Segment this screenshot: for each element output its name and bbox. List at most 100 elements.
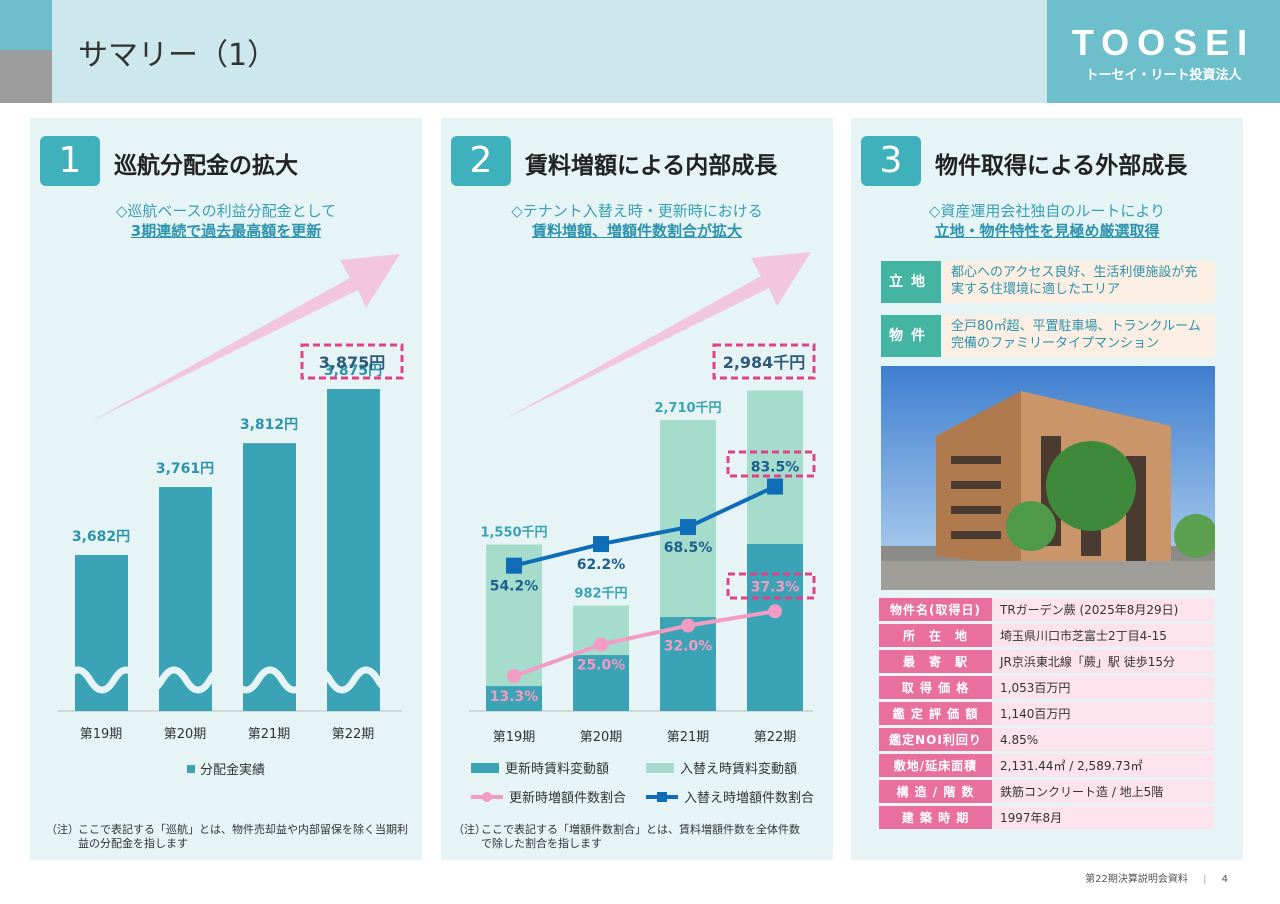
panel-title: 巡航分配金の拡大 — [114, 153, 298, 179]
table-row: 鑑定NOI利回り 4.85% — [879, 728, 1214, 751]
x-tick-label: 第21期 — [667, 730, 710, 745]
panel-highlight-text: 3期連続で過去最高額を更新 — [130, 222, 322, 240]
table-row: 構 造 / 階 数鉄筋コンクリート造 / 地上5階 — [879, 780, 1214, 803]
line-point — [681, 618, 695, 633]
note-prefix: （注） — [46, 823, 79, 836]
x-tick-label: 第20期 — [164, 727, 207, 742]
panel-title: 賃料増額による内部成長 — [525, 153, 778, 179]
header-accent-teal — [0, 0, 52, 50]
row-value: 1,053百万円 — [992, 676, 1214, 699]
property-photo — [881, 366, 1215, 590]
bar-segment-renewal — [486, 686, 542, 711]
table-row: 所 在 地埼玉県川口市芝富士2丁目4-15 — [879, 624, 1214, 647]
row-label: 鑑 定 評 価 額 — [879, 702, 992, 725]
row-label: 構 造 / 階 数 — [879, 780, 992, 803]
panel-subtitle: ◇テナント入替え時・更新時における — [511, 202, 763, 220]
row-label: 所 在 地 — [879, 624, 992, 647]
row-label: 物件名(取得日) — [879, 598, 992, 621]
panel-highlight-text: 賃料増額、増額件数割合が拡大 — [531, 222, 742, 240]
pct-label: 83.5% — [751, 460, 800, 476]
page-number: 4 — [1221, 874, 1228, 885]
row-label: 鑑定NOI利回り — [879, 728, 992, 751]
tosei-logo: TOOSEI トーセイ・リート投資法人 — [1047, 0, 1280, 103]
feature-text-property: 全戸80㎡超、平置駐車場、トランクルーム完備のファミリータイプマンション — [943, 315, 1215, 357]
x-tick-label: 第19期 — [80, 727, 123, 742]
bar — [243, 443, 296, 711]
bar-segment-renewal — [747, 543, 803, 711]
bar-total-label: 982千円 — [574, 586, 627, 602]
feature-tag-location: 立地 — [881, 261, 941, 303]
x-tick-label: 第21期 — [248, 727, 291, 742]
note-prefix: （注） — [453, 823, 486, 836]
line-point — [594, 637, 608, 652]
row-value: 1,140百万円 — [992, 702, 1214, 725]
line-point — [593, 536, 609, 553]
panel-rent-growth: 2 賃料増額による内部成長 ◇テナント入替え時・更新時における 賃料増額、増額件… — [441, 118, 833, 860]
row-value: 1997年8月 — [992, 806, 1214, 829]
row-label: 取 得 価 格 — [879, 676, 992, 699]
pct-label: 54.2% — [490, 579, 539, 595]
legend-label: 入替え時賃料変動額 — [680, 761, 797, 777]
legend-label: 入替え時増額件数割合 — [684, 790, 814, 806]
row-label: 敷地/延床面積 — [879, 754, 992, 777]
bar — [327, 389, 380, 711]
note-text: ここで表記する「増額件数割合」とは、賃料増額件数を全体件数で除した割合を指します — [481, 823, 800, 850]
table-row: 建 築 時 期 1997年8月 — [879, 806, 1214, 829]
pct-label: 62.2% — [577, 557, 626, 573]
legend-label: 分配金実績 — [200, 762, 265, 778]
bar-value-label: 3,761円 — [156, 461, 214, 477]
panel-highlight-text: 立地・物件特性を見極め厳選取得 — [934, 222, 1160, 240]
line-point — [506, 557, 522, 574]
row-value: 2,131.44㎡ / 2,589.73㎡ — [992, 754, 1214, 777]
highlight-box — [300, 343, 404, 380]
property-info-table: 物件名(取得日) TRガーデン蕨 (2025年8月29日) 所 在 地埼玉県川口市芝… — [879, 595, 1214, 832]
x-tick-label: 第22期 — [332, 727, 375, 742]
row-value: TRガーデン蕨 (2025年8月29日) — [992, 598, 1214, 621]
feature-text-location: 都心へのアクセス良好、生活利便施設が充実する住環境に適したエリア — [943, 261, 1215, 303]
bar-total-label: 2,710千円 — [654, 400, 721, 416]
bar-value-label: 3,682円 — [72, 529, 130, 545]
pct-label: 13.3% — [490, 689, 539, 705]
bar-total-label: 1,550千円 — [480, 525, 547, 541]
pct-label: 25.0% — [577, 658, 626, 674]
note-text: ここで表記する「巡航」とは、物件売却益や内部留保を除く当期利益の分配金を指します — [78, 823, 408, 850]
footer-divider: | — [1203, 874, 1207, 885]
legend-label: 更新時増額件数割合 — [509, 790, 626, 806]
legend-swatch — [646, 763, 674, 773]
legend-swatch — [471, 763, 499, 773]
legend-swatch — [187, 765, 195, 773]
table-row: 最 寄 駅 JR京浜東北線「蕨」駅 徒歩15分 — [879, 650, 1214, 673]
page-title: サマリー（1） — [78, 38, 278, 73]
row-value: 鉄筋コンクリート造 / 地上5階 — [992, 780, 1214, 803]
panel-title: 物件取得による外部成長 — [935, 153, 1188, 179]
panel-distribution: 1 巡航分配金の拡大 ◇巡航ベースの利益分配金として 3期連続で過去最高額を更新… — [30, 118, 422, 860]
axis-break-wave — [62, 666, 406, 694]
feature-tag-property: 物件 — [881, 315, 941, 357]
bar-value-label: 3,875円 — [324, 363, 382, 379]
row-value: JR京浜東北線「蕨」駅 徒歩15分 — [992, 650, 1214, 673]
panel-number: 1 — [40, 136, 100, 186]
panel-subtitle: ◇巡航ベースの利益分配金として — [115, 202, 337, 220]
pct-label: 37.3% — [751, 579, 800, 595]
row-label: 最 寄 駅 — [879, 650, 992, 673]
panel-subtitle: ◇資産運用会社独自のルートにより — [928, 202, 1166, 220]
row-value: 埼玉県川口市芝富士2丁目4-15 — [992, 624, 1214, 647]
line-point — [507, 669, 521, 684]
panel-number: 3 — [861, 136, 921, 186]
bar-segment-renewal — [660, 617, 716, 711]
logo-subtitle: トーセイ・リート投資法人 — [1085, 68, 1242, 83]
bar-segment-replacement — [747, 390, 803, 544]
growth-arrow — [88, 254, 400, 423]
line-renewal-ratio — [513, 609, 776, 678]
header-accent-gray — [0, 50, 52, 103]
bar-value-label: 3,812円 — [240, 417, 298, 433]
bar — [75, 555, 128, 711]
row-value: 4.85% — [992, 728, 1214, 751]
line-point — [680, 519, 696, 536]
line-replacement-ratio — [513, 484, 776, 568]
panel-acquisition: 3 物件取得による外部成長 ◇資産運用会社独自のルートにより 立地・物件特性を見… — [851, 118, 1243, 860]
x-tick-label: 第22期 — [754, 730, 797, 745]
x-tick-label: 第19期 — [493, 730, 536, 745]
table-row: 取 得 価 格 1,053百万円 — [879, 676, 1214, 699]
